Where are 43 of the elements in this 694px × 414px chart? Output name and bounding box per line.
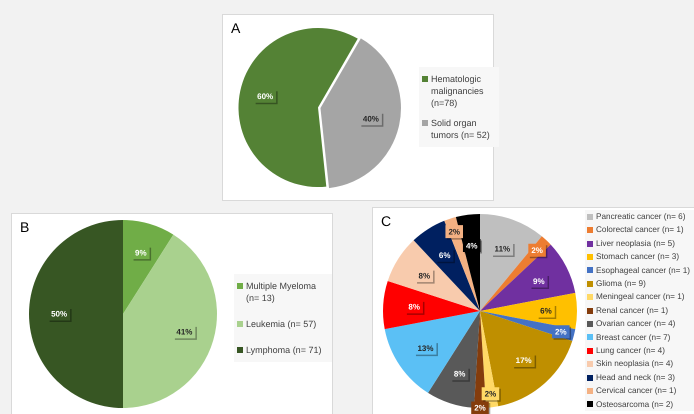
legend-label: Liver neoplasia (n= 5) [596,238,675,250]
legend-label: Solid organ tumors (n= 52) [431,117,491,141]
legend-label: Osteosarcoma (n= 2) [596,398,674,411]
legend-label: Breast cancer (n= 7) [596,332,670,344]
legend-label: Renal cancer (n= 1) [596,304,668,317]
legend-label: Skin neoplasia (n= 4) [596,358,674,370]
legend-label: Ovarian cancer (n= 4) [596,318,676,330]
data-label: 8% [408,302,420,312]
legend-label: Cervical cancer (n= 1) [596,385,676,398]
legend-label: Lymphoma (n= 71) [246,344,322,356]
data-label: 6% [438,251,450,260]
chart-title: B [20,219,30,235]
data-label: 2% [448,227,460,236]
data-label: 6% [540,306,552,316]
data-label: 60% [257,92,274,101]
data-label: 8% [418,271,430,280]
legend-label: Meningeal cancer (n= 1) [596,291,685,304]
data-label: 8% [454,369,466,378]
data-label: 41% [176,328,192,337]
legend-label: Multiple Myeloma (n= 13) [246,280,318,304]
data-label: 50% [51,310,68,319]
legend-label: Hematologic malignancies (n=78) [431,73,485,109]
legend-label: Lung cancer (n= 4) [596,345,665,358]
data-label: 2% [531,246,543,255]
data-label: 2% [484,389,496,398]
data-label: 2% [474,404,486,413]
data-label: 13% [417,344,434,353]
data-label: 40% [362,114,379,124]
data-label: 4% [466,241,478,250]
chart-title: C [381,213,392,229]
data-label: 11% [494,244,510,254]
legend-label: Stomach cancer (n= 3) [596,251,680,264]
legend-label: Leukemia (n= 57) [246,318,316,330]
legend-label: Esophageal cancer (n= 1) [596,264,690,277]
legend-label: Colorectal cancer (n= 1) [596,224,684,236]
data-label: 9% [135,248,147,258]
data-label: 2% [555,327,567,336]
chart-title: A [231,20,240,36]
data-label: 9% [532,276,545,286]
legend-label: Pancreatic cancer (n= 6) [596,211,686,223]
legend-label: Head and neck (n= 3) [596,372,675,384]
legend-label: Glioma (n= 9) [596,278,646,290]
data-label: 17% [516,356,532,366]
